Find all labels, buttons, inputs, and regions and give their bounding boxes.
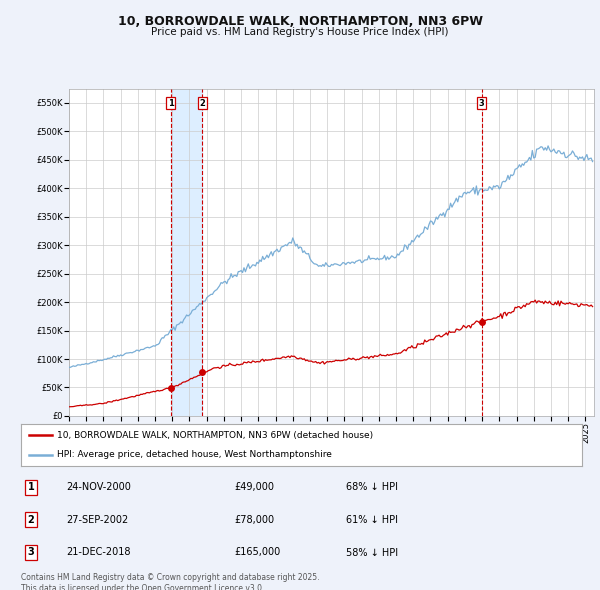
Text: £49,000: £49,000 <box>234 482 274 492</box>
Text: Price paid vs. HM Land Registry's House Price Index (HPI): Price paid vs. HM Land Registry's House … <box>151 27 449 37</box>
Text: Contains HM Land Registry data © Crown copyright and database right 2025.
This d: Contains HM Land Registry data © Crown c… <box>21 573 320 590</box>
Text: 10, BORROWDALE WALK, NORTHAMPTON, NN3 6PW: 10, BORROWDALE WALK, NORTHAMPTON, NN3 6P… <box>118 15 482 28</box>
Text: 3: 3 <box>28 548 34 558</box>
Text: £78,000: £78,000 <box>234 515 274 525</box>
Text: 10, BORROWDALE WALK, NORTHAMPTON, NN3 6PW (detached house): 10, BORROWDALE WALK, NORTHAMPTON, NN3 6P… <box>58 431 374 440</box>
Text: HPI: Average price, detached house, West Northamptonshire: HPI: Average price, detached house, West… <box>58 450 332 459</box>
Text: 61% ↓ HPI: 61% ↓ HPI <box>346 515 398 525</box>
Text: 1: 1 <box>28 482 34 492</box>
Text: 24-NOV-2000: 24-NOV-2000 <box>66 482 131 492</box>
Text: 58% ↓ HPI: 58% ↓ HPI <box>346 548 398 558</box>
Text: 2: 2 <box>28 515 34 525</box>
Text: 68% ↓ HPI: 68% ↓ HPI <box>346 482 398 492</box>
Text: 3: 3 <box>479 99 484 108</box>
Text: £165,000: £165,000 <box>234 548 280 558</box>
Text: 21-DEC-2018: 21-DEC-2018 <box>66 548 130 558</box>
Text: 1: 1 <box>167 99 173 108</box>
Text: 27-SEP-2002: 27-SEP-2002 <box>66 515 128 525</box>
Text: 2: 2 <box>199 99 205 108</box>
Bar <box>170 88 202 416</box>
